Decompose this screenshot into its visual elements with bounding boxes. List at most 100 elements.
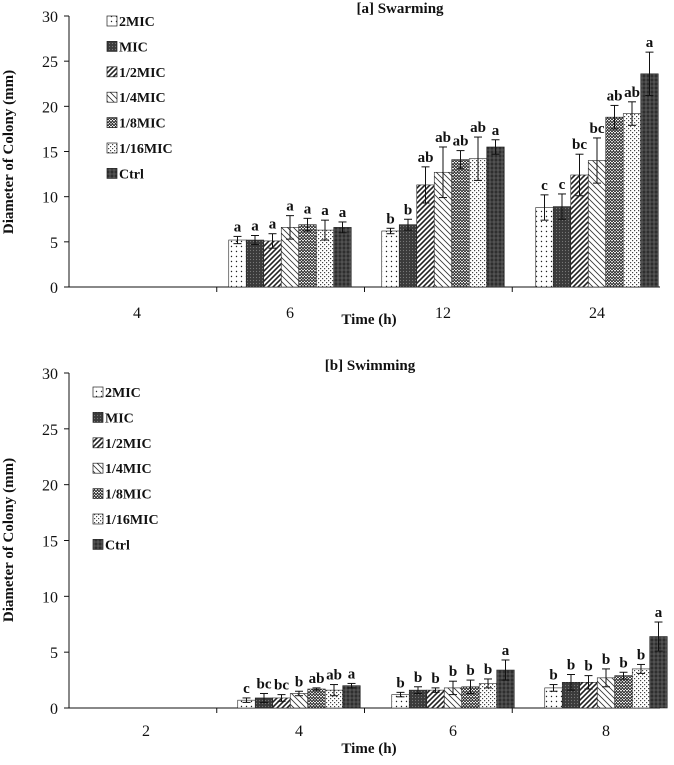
legend-swatch (106, 41, 118, 52)
significance-label: ab (624, 85, 640, 101)
significance-label: b (431, 671, 439, 687)
bar (622, 113, 642, 288)
chart-title-swarming: [a] Swarming (356, 1, 444, 17)
significance-label: b (404, 202, 412, 218)
bar (381, 230, 400, 288)
bar (333, 227, 352, 288)
y-tick-label: 0 (50, 280, 58, 297)
bar (640, 73, 659, 288)
significance-label: b (602, 652, 610, 668)
y-tick-label: 25 (42, 54, 58, 71)
bar (228, 239, 247, 288)
legend-label: 1/2MIC (105, 437, 152, 452)
bar (342, 685, 361, 709)
significance-label: a (234, 219, 242, 235)
significance-label: ab (470, 120, 486, 136)
significance-label: a (269, 217, 277, 233)
significance-label: a (348, 666, 356, 682)
legend-label: 1/4MIC (105, 462, 152, 477)
x-axis-label-swarming: Time (h) (341, 312, 396, 328)
significance-label: b (637, 647, 645, 663)
x-ticks-swarming: 4 6 12 24 (133, 287, 605, 322)
significance-label: b (619, 655, 627, 671)
legend-label: 2MIC (105, 386, 141, 401)
significance-label: bc (257, 676, 272, 692)
bar (614, 675, 633, 709)
significance-label: ab (309, 671, 325, 687)
significance-label: bc (274, 678, 289, 694)
y-tick-label: 20 (42, 99, 58, 116)
significance-label: b (567, 658, 575, 674)
x-tick-label: 6 (449, 723, 457, 740)
x-tick-label: 2 (142, 723, 150, 740)
bar (605, 116, 624, 288)
significance-label: a (304, 201, 312, 217)
legend-swatch (92, 513, 104, 525)
legend-label: 1/16MIC (105, 513, 159, 528)
legend-label: Ctrl (105, 538, 130, 553)
y-ticks-swarming: 0 5 10 15 20 25 30 (42, 9, 69, 297)
legend-label: MIC (105, 411, 134, 426)
significance-label: b (449, 664, 457, 680)
legend-swatch (106, 15, 118, 27)
legend-label: 1/8MIC (105, 488, 152, 503)
legend-swatch (106, 66, 118, 78)
significance-label: a (492, 123, 500, 139)
chart-title-swimming: [b] Swimming (325, 358, 416, 374)
significance-label: c (559, 177, 566, 193)
y-tick-label: 10 (42, 589, 58, 606)
legend-swatch (106, 142, 118, 154)
chart-swarming: [a] Swarming Time (h) Diameter of Colony… (1, 1, 660, 328)
legend-swimming: 2MIC MIC 1/2MIC 1/4MIC 1/8MIC 1/16MIC Ctrl (92, 386, 159, 553)
legend-swatch (92, 462, 104, 474)
y-tick-label: 30 (42, 366, 58, 383)
y-axis-label-swimming: Diameter of Colony (mm) (1, 458, 17, 622)
legend-label: 2MIC (119, 15, 155, 30)
legend-swatch (92, 412, 104, 423)
significance-label: b (549, 668, 557, 684)
significance-label: ab (607, 88, 623, 104)
x-axis-label-swimming: Time (h) (341, 741, 396, 757)
legend-swatch (92, 386, 104, 398)
legend-swarming: 2MIC MIC 1/2MIC 1/4MIC 1/8MIC 1/16MIC Ctrl (106, 15, 173, 182)
significance-label: c (243, 681, 250, 697)
significance-label: ab (435, 130, 451, 146)
x-tick-label: 12 (435, 305, 451, 322)
x-tick-label: 4 (133, 305, 141, 322)
bar (298, 224, 317, 288)
legend-swatch (92, 539, 104, 550)
significance-label: ab (453, 134, 469, 150)
bar (486, 146, 505, 288)
legend-swatch (106, 168, 118, 179)
x-ticks-swimming: 2 4 6 8 (142, 708, 610, 740)
y-tick-label: 0 (50, 701, 58, 718)
y-ticks-swimming: 0 5 10 15 20 25 30 (42, 366, 69, 718)
x-tick-label: 8 (602, 723, 610, 740)
significance-label: b (396, 675, 404, 691)
significance-label: bc (572, 137, 587, 153)
significance-label: b (295, 674, 303, 690)
legend-swatch (92, 488, 104, 499)
significance-label: b (584, 659, 592, 675)
significance-label: c (541, 178, 548, 194)
legend-swatch (106, 91, 118, 103)
significance-label: a (502, 643, 510, 659)
legend-swatch (92, 437, 104, 449)
bar (631, 668, 651, 709)
significance-label: ab (326, 668, 342, 684)
legend-label: 1/8MIC (119, 117, 166, 132)
x-tick-label: 24 (589, 305, 605, 322)
significance-label: a (646, 35, 654, 51)
y-tick-label: 15 (42, 145, 58, 162)
significance-label: a (251, 219, 259, 235)
bar (451, 159, 470, 288)
significance-label: a (321, 203, 329, 219)
legend-swatch (106, 117, 118, 128)
significance-label: b (466, 663, 474, 679)
legend-label: MIC (119, 40, 148, 55)
y-tick-label: 5 (50, 235, 58, 252)
